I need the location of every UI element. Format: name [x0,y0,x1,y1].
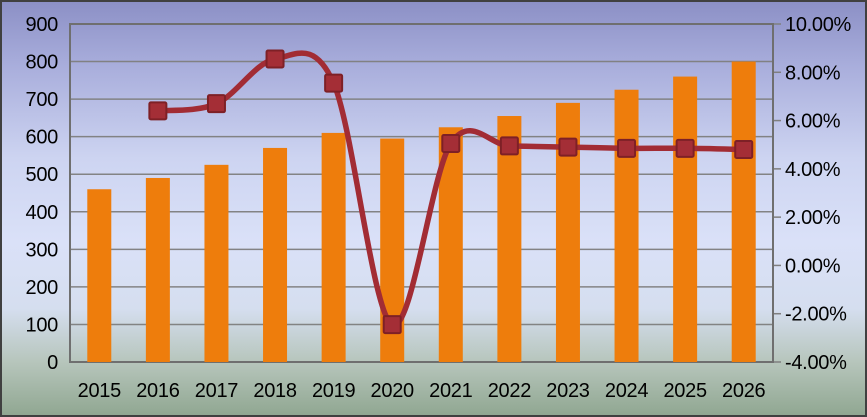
left-axis-label: 500 [26,164,59,186]
right-axis-label: 8.00% [785,62,841,84]
left-axis-label: 100 [26,314,59,336]
x-axis-label-2025: 2025 [663,380,706,402]
marker-2019 [324,73,344,93]
x-axis-label-2020: 2020 [371,380,414,402]
left-axis-label: 200 [26,277,59,299]
bar-2025 [673,76,698,363]
marker-2025 [675,138,695,158]
marker-2022 [499,136,519,156]
marker-2016 [148,101,168,121]
x-axis-label-2018: 2018 [253,380,296,402]
x-axis-label-2019: 2019 [312,380,355,402]
marker-2018 [265,49,285,69]
bar-2018 [263,147,288,362]
right-axis-label: 0.00% [785,255,841,277]
marker-2023 [558,137,578,157]
marker-2017 [206,94,226,114]
bar-2015 [87,189,112,362]
right-axis-label: -4.00% [785,352,847,374]
bar-2024 [614,89,639,362]
x-axis-label-2021: 2021 [429,380,472,402]
right-axis-label: 2.00% [785,207,841,229]
bar-2022 [497,116,522,362]
x-axis-label-2017: 2017 [195,380,238,402]
left-axis-label: 400 [26,202,59,224]
right-axis-label: -2.00% [785,304,847,326]
left-axis-label: 300 [26,239,59,261]
marker-2026 [734,140,754,160]
left-axis-label: 0 [47,352,58,374]
right-axis-label: 4.00% [785,159,841,181]
bar-2026 [731,61,756,363]
left-axis-label: 600 [26,127,59,149]
marker-2020 [382,315,402,335]
left-axis-label: 900 [26,14,59,36]
x-axis-label-2015: 2015 [78,380,121,402]
bar-2016 [145,177,170,362]
x-axis-label-2016: 2016 [136,380,179,402]
bar-2019 [321,132,346,362]
x-axis-label-2022: 2022 [488,380,531,402]
x-axis-label-2024: 2024 [605,380,648,402]
left-axis-label: 800 [26,52,59,74]
plot-border [69,23,774,363]
bar-2017 [204,164,229,362]
right-axis-label: 10.00% [785,14,852,36]
marker-2021 [441,134,461,154]
x-axis-label-2026: 2026 [722,380,765,402]
left-axis-label: 700 [26,89,59,111]
right-axis-label: 6.00% [785,111,841,133]
x-axis-label-2023: 2023 [546,380,589,402]
marker-2024 [617,138,637,158]
